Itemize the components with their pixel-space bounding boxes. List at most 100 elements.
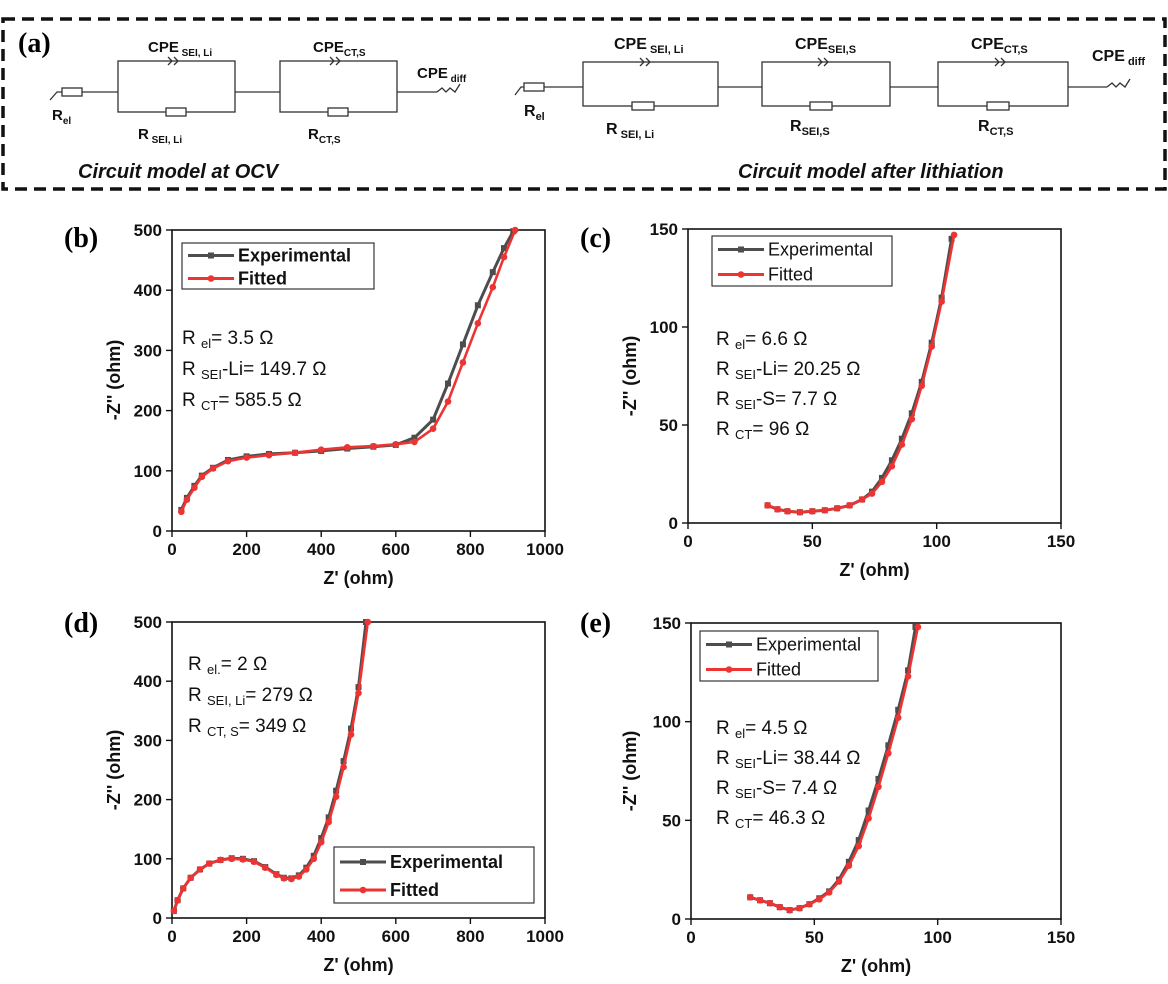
data-point-experimental <box>340 758 347 765</box>
data-point-fitted <box>835 878 843 885</box>
y-tick-label: 100 <box>650 318 678 337</box>
plot-frame-b <box>171 229 546 532</box>
data-point-fitted <box>776 903 784 911</box>
data-point-experimental <box>948 235 955 242</box>
chart-d: (d) 0 200 400 600 800 1000 0 100 200 300 400 500 Z' (… <box>64 608 564 975</box>
lithiation-caption: Circuit model after lithiation <box>738 161 1004 183</box>
fit-annotation: R CT= 585.5 Ω <box>182 390 302 413</box>
legend-c: Experimental Fitted <box>711 235 893 287</box>
x-tick-label: 100 <box>922 532 950 551</box>
y-tick-label: 400 <box>134 281 162 300</box>
legend-d: Experimental Fitted <box>333 846 535 904</box>
panel-a-label: (a) <box>18 28 51 59</box>
data-point-fitted <box>347 731 355 738</box>
lith-label-r-sei-s: RSEI,S <box>790 118 830 138</box>
x-axis-label-b: Z' (ohm) <box>323 568 393 588</box>
data-point-fitted <box>833 505 841 512</box>
y-tick-label: 0 <box>672 910 681 929</box>
ocv-cpe-symbols <box>167 56 341 66</box>
data-point-fitted <box>206 860 213 867</box>
legend-box <box>711 235 893 287</box>
x-tick-label: 150 <box>1047 928 1075 947</box>
x-tick-label: 400 <box>307 927 335 946</box>
lith-cpe-symbols <box>639 57 1006 67</box>
lith-cpe-ct-s-symbol <box>994 57 1006 67</box>
data-point-fitted <box>340 763 347 771</box>
lith-label-cpe-sei-s: CPESEI,S <box>795 36 856 56</box>
ocv-resistors <box>61 87 349 117</box>
data-point-fitted <box>364 618 372 626</box>
data-point-fitted <box>500 253 508 261</box>
series-fitted-c <box>764 231 958 516</box>
legend-marker-experimental <box>738 246 744 253</box>
ocv-label-r-sei-li: R SEI, Li <box>138 126 182 146</box>
plot-frame-e <box>690 622 1062 920</box>
legend-b: Experimental Fitted <box>181 242 375 290</box>
y-tick-label: 150 <box>653 614 681 633</box>
plot-frame-c <box>687 228 1062 524</box>
data-point-fitted <box>474 320 482 327</box>
data-point-fitted <box>756 896 764 904</box>
legend-marker-fitted <box>737 271 745 278</box>
data-point-fitted <box>224 457 232 465</box>
y-tick-label: 200 <box>134 791 162 810</box>
y-axis-label-e: -Z'' (ohm) <box>620 731 640 812</box>
data-point-fitted <box>250 858 258 866</box>
series-fitted-e <box>746 623 922 914</box>
y-tick-label: 100 <box>653 713 681 732</box>
data-point-experimental <box>474 302 481 309</box>
x-tick-label: 0 <box>686 928 695 947</box>
legend-label-experimental: Experimental <box>768 240 873 260</box>
y-tick-label: 200 <box>134 402 162 421</box>
y-tick-label: 100 <box>134 850 162 869</box>
data-point-fitted <box>746 893 754 901</box>
y-tick-label: 50 <box>662 811 681 830</box>
data-point-experimental <box>898 435 905 442</box>
lith-cpe-sei-s-symbol <box>817 57 829 67</box>
data-point-experimental <box>459 341 466 348</box>
fit-annotation: R el= 6.6 Ω <box>716 329 807 352</box>
y-axis-label-b: -Z'' (ohm) <box>104 340 124 421</box>
fit-annotation: R el= 3.5 Ω <box>182 328 273 351</box>
series-fitted-b <box>178 226 519 516</box>
data-point-fitted <box>291 449 299 457</box>
data-point-fitted <box>855 842 863 850</box>
lith-label-r-ct-s: RCT,S <box>978 118 1013 138</box>
x-tick-label: 50 <box>805 928 824 947</box>
data-point-fitted <box>198 473 206 481</box>
x-tick-label: 200 <box>232 927 260 946</box>
data-point-fitted <box>898 441 906 448</box>
fit-annotation: R SEI-Li= 149.7 Ω <box>182 359 327 382</box>
lith-label-cpe-ct-s: CPECT,S <box>971 36 1028 56</box>
data-point-fitted <box>868 490 876 497</box>
legend-label-fitted: Fitted <box>756 660 801 680</box>
legend-label-experimental: Experimental <box>390 852 503 872</box>
data-point-experimental <box>865 807 872 814</box>
panel-a-dashed-border <box>1 17 1167 191</box>
data-point-fitted <box>332 793 340 800</box>
x-tick-label: 600 <box>382 540 410 559</box>
data-point-fitted <box>796 508 804 516</box>
ocv-r-el-resistor <box>61 87 83 97</box>
ocv-r-ct-s-resistor <box>327 107 349 117</box>
legend-marker-fitted <box>359 886 367 894</box>
fit-annotation: R SEI-Li= 38.44 Ω <box>716 748 861 771</box>
plot-frame-d <box>171 621 546 919</box>
y-tick-label: 500 <box>134 613 162 632</box>
data-point-fitted <box>344 444 351 451</box>
data-point-fitted <box>796 904 803 912</box>
fit-annotations-e: R el= 4.5 Ω R SEI-Li= 38.44 Ω R SEI-S= 7.4… <box>716 718 861 831</box>
data-point-experimental <box>333 787 340 794</box>
data-point-fitted <box>806 900 813 908</box>
ocv-label-r-el: Rel <box>52 107 71 127</box>
data-point-experimental <box>489 269 496 276</box>
fit-annotation: R CT= 46.3 Ω <box>716 808 825 831</box>
data-point-fitted <box>846 502 853 509</box>
data-point-experimental <box>885 742 892 749</box>
x-tick-label: 0 <box>167 927 176 946</box>
data-point-fitted <box>355 689 362 697</box>
lith-label-r-el: Rel <box>524 103 545 123</box>
data-point-fitted <box>459 359 467 366</box>
